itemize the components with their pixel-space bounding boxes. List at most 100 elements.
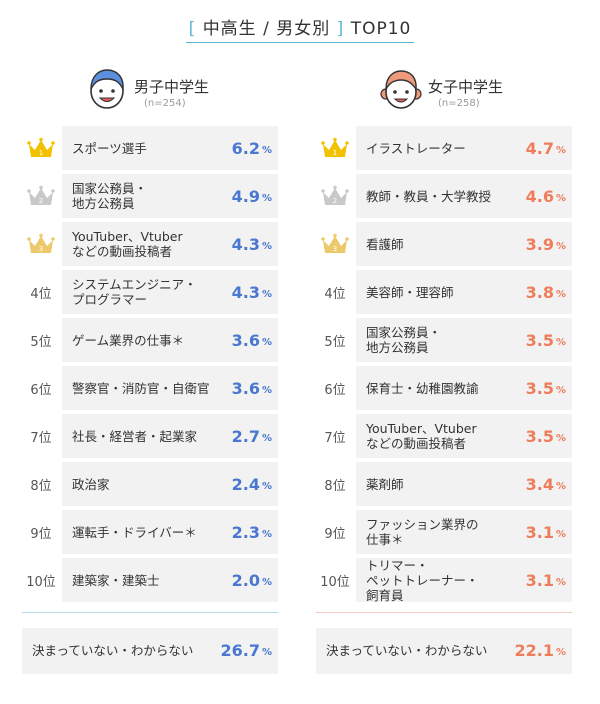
male-percentage: 2.7%	[232, 414, 272, 458]
female-percentage-number: 3.5	[525, 426, 554, 446]
title-bracket-open: [	[188, 19, 197, 39]
male-separator	[22, 612, 278, 613]
female-rank-marker: 2	[316, 174, 354, 218]
female-rank-cell: イラストレーター 4.7%	[356, 126, 572, 170]
female-occupation-label: ファッション業界の 仕事＊	[366, 517, 479, 547]
female-percentage-number: 3.5	[525, 330, 554, 350]
male-occupation-label: ゲーム業界の仕事＊	[72, 332, 185, 348]
female-separator	[316, 612, 572, 613]
female-occupation-label: イラストレーター	[366, 140, 466, 156]
svg-text:3: 3	[39, 245, 43, 253]
female-percentage: 4.7%	[526, 126, 566, 170]
gold-crown-icon: 1	[321, 137, 349, 157]
female-percentage: 3.9%	[526, 222, 566, 266]
male-percentage: 4.3%	[232, 270, 272, 314]
female-rank-cell: ファッション業界の 仕事＊ 3.1%	[356, 510, 572, 554]
female-rank-cell: YouTuber、Vtuber などの動画投稿者 3.5%	[356, 414, 572, 458]
male-rank-marker: 5位	[30, 334, 52, 350]
pct-unit: %	[261, 240, 272, 252]
female-occupation-label: 教師・教員・大学教授	[366, 188, 492, 204]
female-occupation-label: 看護師	[366, 236, 404, 252]
female-rank-row: 4位 美容師・理容師 3.8%	[316, 270, 588, 314]
male-rank-row: 5位 ゲーム業界の仕事＊ 3.6%	[22, 318, 294, 362]
male-percentage: 4.3%	[232, 222, 272, 266]
female-rank-marker: 6位	[324, 382, 346, 398]
pct-unit: %	[261, 336, 272, 348]
female-occupation-label: 薬剤師	[366, 476, 404, 492]
male-percentage-number: 2.3	[231, 522, 260, 542]
male-rank-marker: 1	[22, 126, 60, 170]
male-occupation-label: 警察官・消防官・自衛官	[72, 380, 210, 396]
female-rank-marker: 7位	[324, 430, 346, 446]
male-occupation-label: スポーツ選手	[72, 140, 147, 156]
male-rank-row: 2 国家公務員・ 地方公務員 4.9%	[22, 174, 294, 218]
female-undecided-value: 22.1%	[514, 628, 566, 672]
pct-unit: %	[555, 144, 566, 156]
female-occupation-label: 国家公務員・ 地方公務員	[366, 325, 442, 355]
male-rank-cell: 警察官・消防官・自衛官 3.6%	[62, 366, 278, 410]
female-rank-row: 5位 国家公務員・ 地方公務員 3.5%	[316, 318, 588, 362]
female-rank-row: 7位 YouTuber、Vtuber などの動画投稿者 3.5%	[316, 414, 588, 458]
pct-unit: %	[555, 576, 566, 588]
svg-text:1: 1	[39, 149, 43, 157]
male-occupation-label: 政治家	[72, 476, 110, 492]
female-column: 女子中学生 (n=258) 1 イラストレーター 4.7% 2 教師・教員・大学教授 4.…	[316, 0, 588, 704]
svg-text:2: 2	[333, 197, 337, 205]
male-rank-marker: 3	[22, 222, 60, 266]
female-rank-marker: 8位	[324, 478, 346, 494]
male-rank-cell: スポーツ選手 6.2%	[62, 126, 278, 170]
male-rank-marker: 7位	[30, 430, 52, 446]
female-percentage: 3.5%	[526, 414, 566, 458]
female-rank-marker: 1	[316, 126, 354, 170]
female-rank-row: 9位 ファッション業界の 仕事＊ 3.1%	[316, 510, 588, 554]
male-occupation-label: 社長・経営者・起業家	[72, 428, 198, 444]
male-rank-cell: YouTuber、Vtuber などの動画投稿者 4.3%	[62, 222, 278, 266]
male-percentage: 2.4%	[232, 462, 272, 506]
title-text: 中高生 / 男女別	[202, 19, 331, 39]
male-rank-marker: 4位	[30, 286, 52, 302]
male-rank-marker: 10位	[26, 574, 56, 590]
male-percentage: 4.9%	[232, 174, 272, 218]
bronze-crown-icon: 3	[27, 233, 55, 253]
pct-unit: %	[261, 384, 272, 396]
male-undecided-number: 26.7	[220, 640, 260, 660]
title-underline	[186, 42, 414, 43]
female-percentage: 3.5%	[526, 318, 566, 362]
male-rank-row: 1 スポーツ選手 6.2%	[22, 126, 294, 170]
male-rank-marker: 2	[22, 174, 60, 218]
female-rank-cell: 国家公務員・ 地方公務員 3.5%	[356, 318, 572, 362]
male-rank-row: 7位 社長・経営者・起業家 2.7%	[22, 414, 294, 458]
gold-crown-icon: 1	[27, 137, 55, 157]
male-rank-row: 9位 運転手・ドライバー＊ 2.3%	[22, 510, 294, 554]
male-group-label: 男子中学生	[134, 78, 210, 96]
male-rank-cell: 運転手・ドライバー＊ 2.3%	[62, 510, 278, 554]
female-rank-cell: 美容師・理容師 3.8%	[356, 270, 572, 314]
female-occupation-label: 美容師・理容師	[366, 284, 454, 300]
pct-unit: %	[555, 192, 566, 204]
silver-crown-icon: 2	[321, 185, 349, 205]
female-percentage: 3.8%	[526, 270, 566, 314]
female-occupation-label: YouTuber、Vtuber などの動画投稿者	[366, 421, 477, 451]
female-percentage-number: 3.4	[525, 474, 554, 494]
male-rank-marker: 6位	[30, 382, 52, 398]
female-rank-marker: 5位	[324, 334, 346, 350]
female-percentage-number: 3.5	[525, 378, 554, 398]
female-occupation-label: トリマー・ ペットトレーナー・ 飼育員	[366, 557, 479, 603]
pct-unit: %	[261, 144, 272, 156]
female-rank-row: 8位 薬剤師 3.4%	[316, 462, 588, 506]
female-percentage: 3.4%	[526, 462, 566, 506]
svg-text:1: 1	[333, 149, 337, 157]
male-occupation-label: 国家公務員・ 地方公務員	[72, 181, 148, 211]
title-suffix: TOP10	[350, 19, 412, 39]
male-rank-marker: 8位	[30, 478, 52, 494]
male-sample-size: (n=254)	[144, 98, 186, 109]
pct-unit: %	[555, 336, 566, 348]
male-percentage: 6.2%	[232, 126, 272, 170]
male-percentage-number: 4.9	[231, 186, 260, 206]
male-rank-row: 6位 警察官・消防官・自衛官 3.6%	[22, 366, 294, 410]
male-percentage: 3.6%	[232, 366, 272, 410]
female-percentage: 3.1%	[526, 510, 566, 554]
chart-title: [ 中高生 / 男女別 ] TOP10	[0, 14, 600, 39]
male-percentage-number: 3.6	[231, 378, 260, 398]
male-undecided-value: 26.7%	[220, 628, 272, 672]
